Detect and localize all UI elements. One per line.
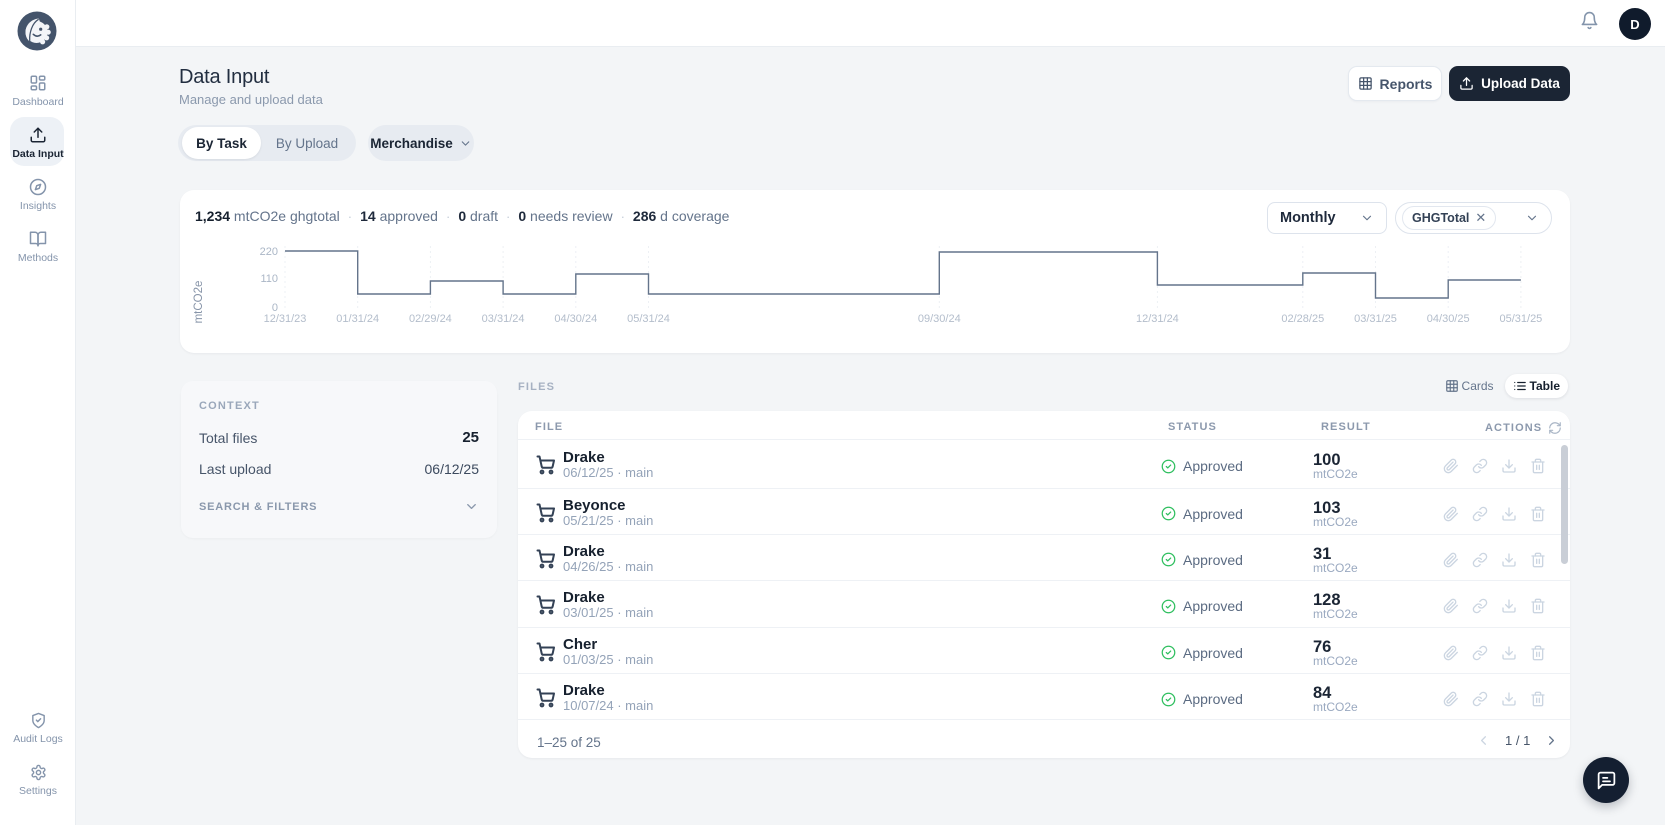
svg-text:220: 220 <box>260 246 278 258</box>
svg-text:09/30/24: 09/30/24 <box>918 313 961 325</box>
svg-text:05/31/24: 05/31/24 <box>627 313 670 325</box>
svg-text:mtCO2e: mtCO2e <box>193 281 205 324</box>
svg-text:02/28/25: 02/28/25 <box>1281 313 1324 325</box>
svg-text:0: 0 <box>272 302 278 314</box>
svg-text:01/31/24: 01/31/24 <box>336 313 379 325</box>
svg-text:12/31/24: 12/31/24 <box>1136 313 1179 325</box>
svg-text:110: 110 <box>260 273 278 285</box>
svg-text:05/31/25: 05/31/25 <box>1499 313 1542 325</box>
svg-text:04/30/24: 04/30/24 <box>554 313 597 325</box>
svg-text:03/31/24: 03/31/24 <box>482 313 525 325</box>
svg-text:03/31/25: 03/31/25 <box>1354 313 1397 325</box>
svg-text:12/31/23: 12/31/23 <box>264 313 307 325</box>
svg-text:02/29/24: 02/29/24 <box>409 313 452 325</box>
svg-text:04/30/25: 04/30/25 <box>1427 313 1470 325</box>
